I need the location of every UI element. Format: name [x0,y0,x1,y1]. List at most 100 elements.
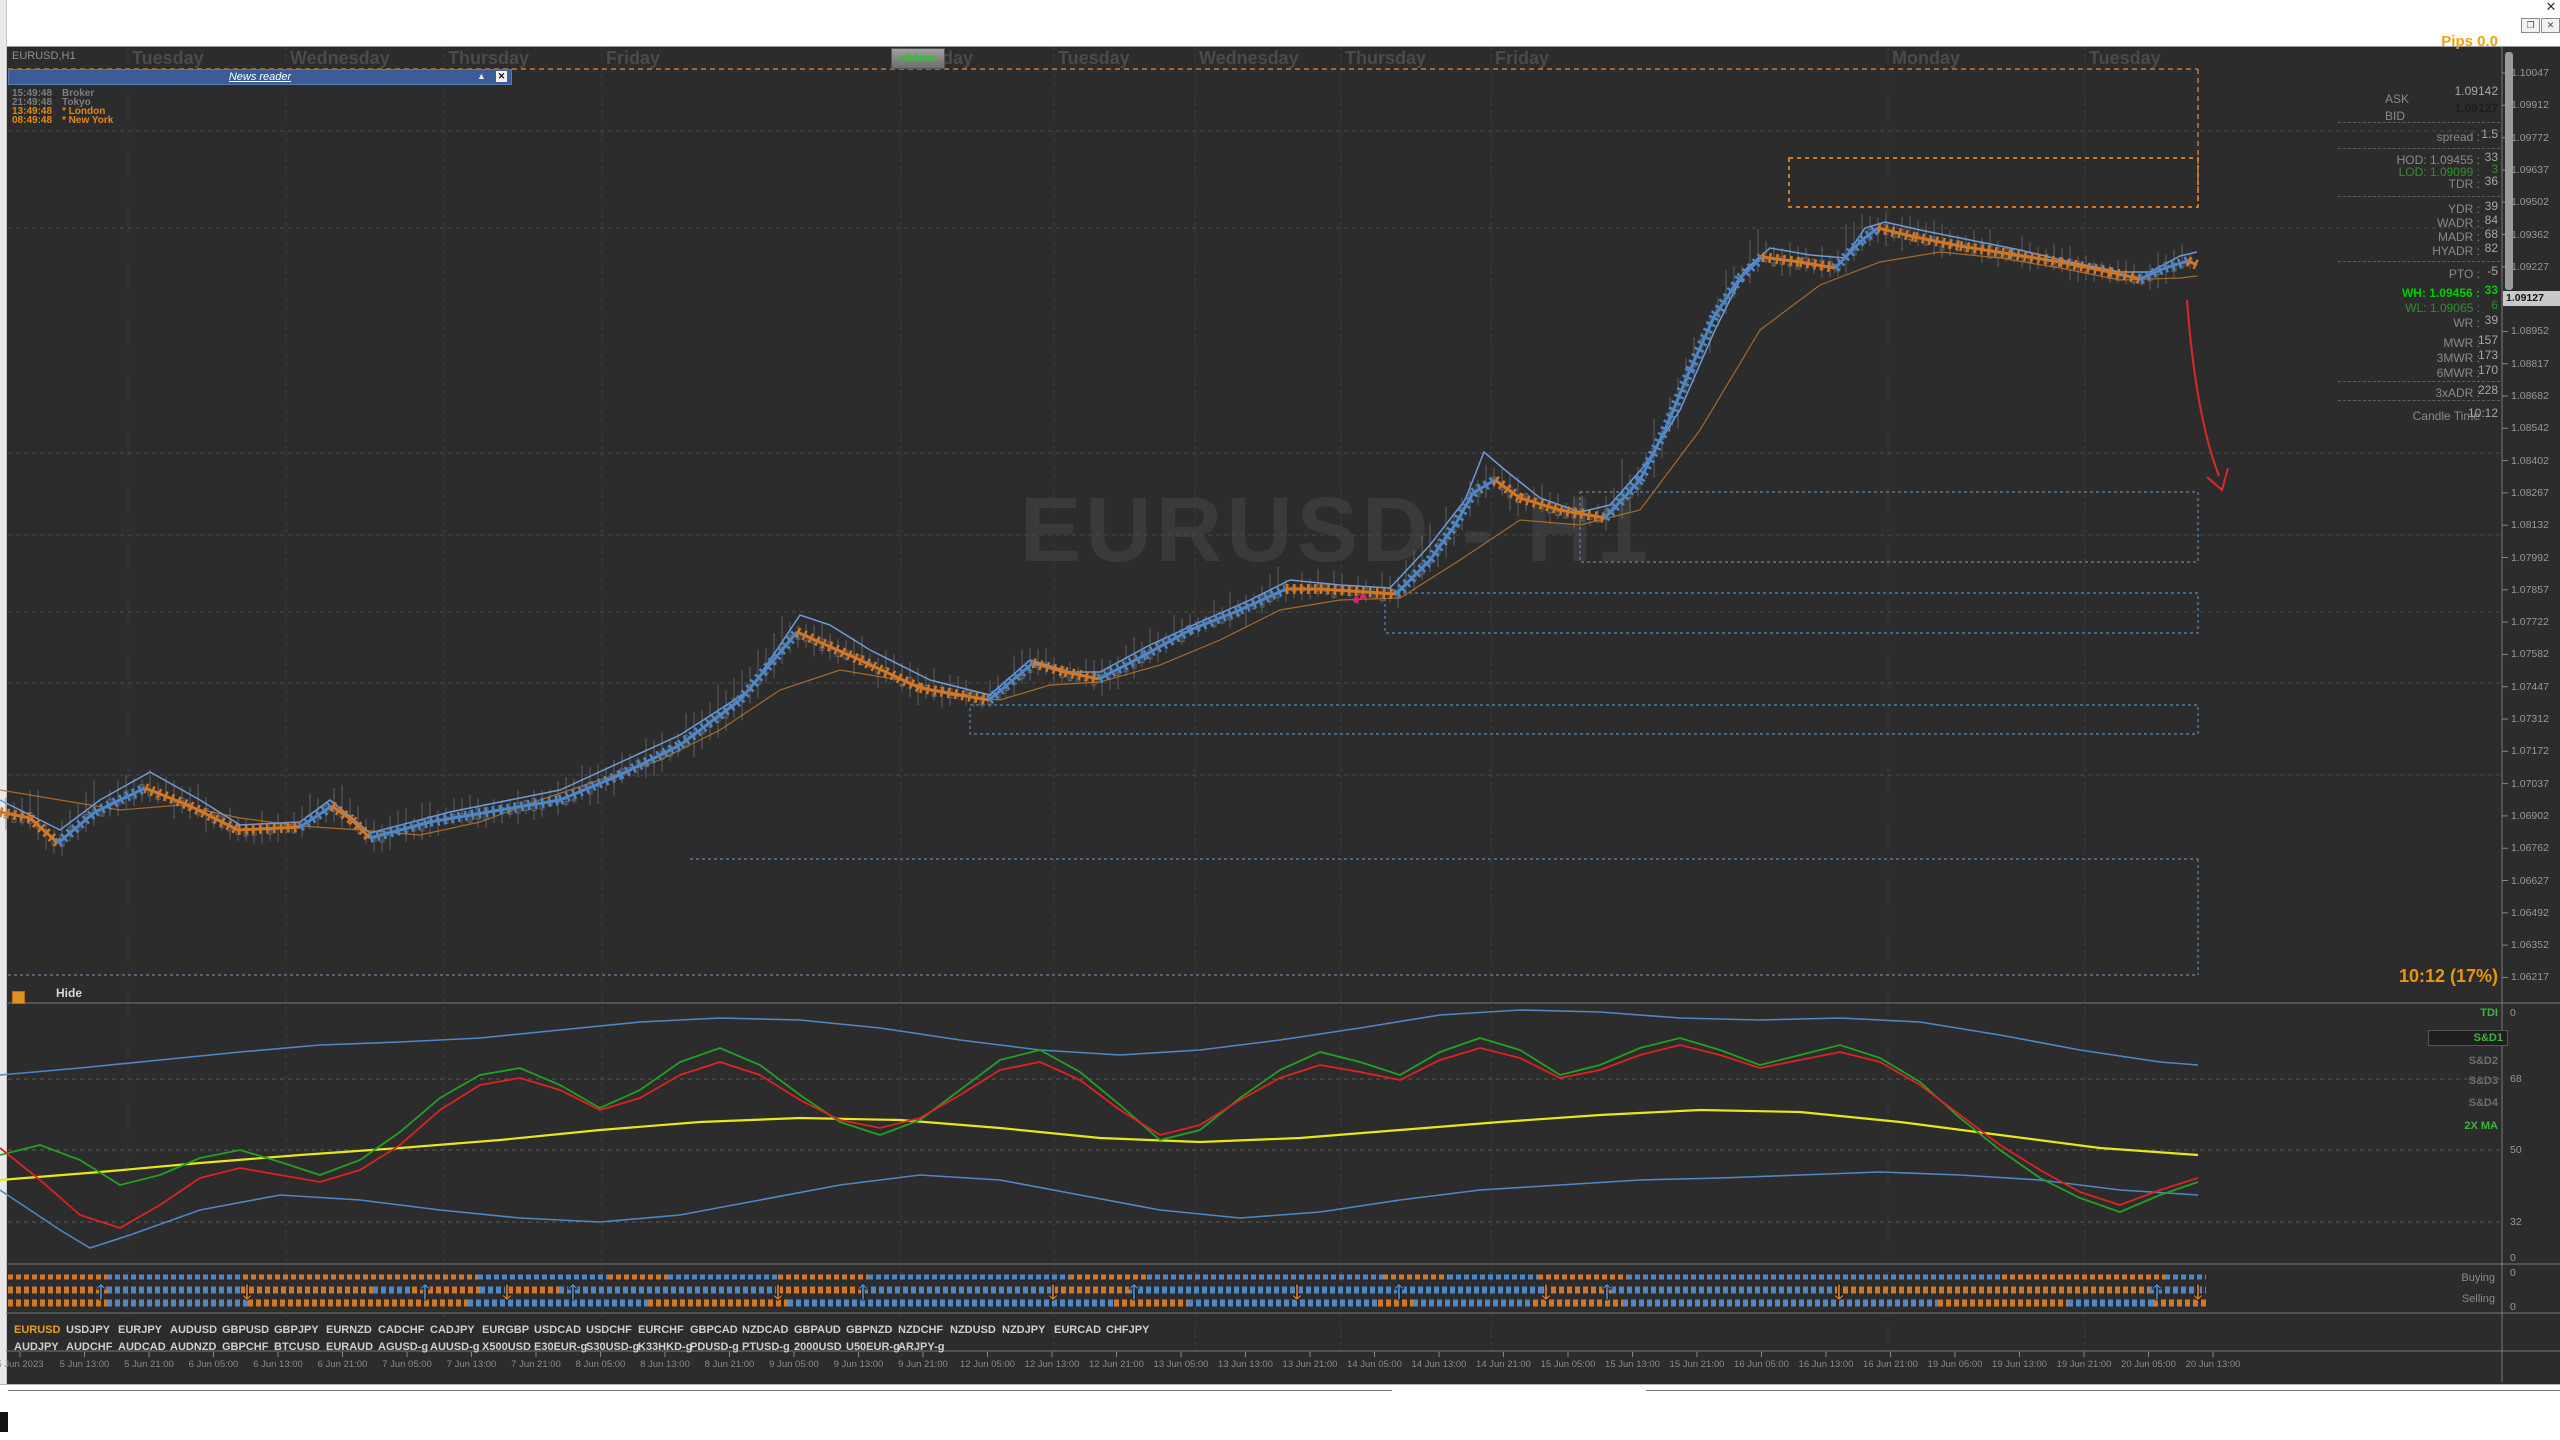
time-tick: 19 Jun 05:00 [1927,1359,1983,1370]
price-tick: 1.08402 [2511,454,2549,467]
candle-countdown: 10:12 (17%) [2398,966,2498,986]
time-tick: 19 Jun 13:00 [1992,1359,2047,1370]
symbol-item-gbpchf[interactable]: GBPCHF [222,1341,269,1353]
price-tick: 1.07172 [2511,745,2549,758]
symbol-item-gbpusd[interactable]: GBPUSD [222,1324,270,1336]
symbol-item-pdusd-g[interactable]: PDUSD-g [690,1341,739,1353]
time-tick: 14 Jun 13:00 [1411,1359,1467,1370]
panel-value: 33 [2484,150,2498,164]
clock-time: 15:49:48 [12,88,53,99]
symbol-item-audcad[interactable]: AUDCAD [118,1341,166,1353]
symbol-item-eurusd[interactable]: EURUSD [14,1324,61,1336]
symbol-item-nzdjpy[interactable]: NZDJPY [1002,1324,1046,1336]
symbol-item-usdchf[interactable]: USDCHF [586,1324,632,1336]
symbol-item-nzdcad[interactable]: NZDCAD [742,1324,789,1336]
minimized-frame-edge [8,1390,1392,1391]
symbol-item-audnzd[interactable]: AUDNZD [170,1341,217,1353]
symbol-item-audjpy[interactable]: AUDJPY [14,1341,59,1353]
symbol-item-k33hkd-g[interactable]: K33HKD-g [638,1341,693,1353]
panel-value: 10:12 [2467,406,2498,420]
symbol-item-gbpaud[interactable]: GBPAUD [794,1324,841,1336]
symbol-item-btcusd[interactable]: BTCUSD [274,1341,320,1353]
chart-title: EURUSD,H1 [12,50,76,62]
symbol-item-eurcad[interactable]: EURCAD [1054,1324,1102,1336]
symbol-item-nzdchf[interactable]: NZDCHF [898,1324,944,1336]
symbol-list-row1: EURUSD USDJPY EURJPY AUDUSD GBPUSD GBPJPY EURN… [14,1320,1158,1338]
symbol-item-2000usd[interactable]: 2000USD [794,1341,842,1353]
news-close-icon[interactable]: ✕ [496,71,507,82]
time-tick: 16 Jun 13:00 [1798,1359,1854,1370]
panel-value: 170 [2477,363,2498,377]
hide-toggle-icon[interactable] [12,991,25,1004]
panel-value: 3 [2491,162,2498,176]
panel-value-bid: 1.09127 [2454,101,2498,115]
symbol-item-chfjpy[interactable]: CHFJPY [1106,1324,1150,1336]
panel-value: 33 [2484,283,2498,297]
symbol-item-x500usd[interactable]: X500USD [482,1341,531,1353]
time-tick: 6 Jun 13:00 [253,1359,303,1370]
collapse-arrow-icon[interactable]: ▲ [477,71,486,81]
symbol-item-auusd-g[interactable]: AUUSD-g [430,1341,480,1353]
time-tick: 13 Jun 21:00 [1282,1359,1338,1370]
indicator-label-s-d3: S&D3 [2468,1075,2498,1087]
day-separator-label: Friday [1495,48,1550,68]
symbol-item-eurgbp[interactable]: EURGBP [482,1324,530,1336]
time-tick: 14 Jun 05:00 [1347,1359,1402,1370]
indicator-scale-value: 0 [2510,1007,2516,1019]
panel-label: PTO : [2448,267,2480,281]
app-close-icon[interactable]: ✕ [2545,0,2557,14]
symbol-item-u50eur-g[interactable]: U50EUR-g [846,1341,900,1353]
symbol-item-gbpcad[interactable]: GBPCAD [690,1324,738,1336]
symbol-item-audchf[interactable]: AUDCHF [66,1341,113,1353]
symbol-item-cadjpy[interactable]: CADJPY [430,1324,475,1336]
symbol-item-ptusd-g[interactable]: PTUSD-g [742,1341,790,1353]
panel-label-ask: ASK [2385,92,2410,106]
clock-city: * London [62,106,106,117]
panel-label: YDR : [2447,202,2480,216]
price-tick: 1.09912 [2511,99,2549,112]
chart-close-icon[interactable]: ✕ [2541,18,2560,33]
clock-city: * New York [62,115,114,126]
symbol-item-usdjpy[interactable]: USDJPY [66,1324,111,1336]
left-window-edge [0,0,7,1440]
news-reader-title: News reader [228,71,292,83]
chart-window[interactable] [6,46,2560,1385]
symbol-item-audusd[interactable]: AUDUSD [170,1324,218,1336]
price-tick: 1.10047 [2511,67,2549,79]
symbol-item-cadchf[interactable]: CADCHF [378,1324,425,1336]
panel-value: 1.5 [2481,127,2498,141]
hide-button[interactable]: Hide [56,986,83,1000]
symbol-item-eurnzd[interactable]: EURNZD [326,1324,372,1336]
indicator-label-s-d4: S&D4 [2468,1097,2498,1109]
day-separator-label: Wednesday [1199,48,1299,68]
symbol-item-gbpnzd[interactable]: GBPNZD [846,1324,893,1336]
chart-restore-icon[interactable]: ❐ [2521,18,2540,33]
minimized-window-nub[interactable] [0,1412,8,1432]
symbol-item-usdcad[interactable]: USDCAD [534,1324,582,1336]
panel-label: WL: 1.09065 : [2405,301,2480,315]
clock-city: Broker [62,88,95,99]
panel-value: -5 [2487,264,2498,278]
ribbon-button[interactable]: ribbon [891,48,945,69]
indicator-scale-value: 68 [2510,1073,2522,1085]
window-top-strip [0,0,2560,46]
indicator-label-2x-ma: 2X MA [2464,1120,2498,1132]
symbol-item-nzdusd[interactable]: NZDUSD [950,1324,996,1336]
symbol-item-s30usd-g[interactable]: S30USD-g [586,1341,640,1353]
symbol-item-eurchf[interactable]: EURCHF [638,1324,684,1336]
symbol-item-eurjpy[interactable]: EURJPY [118,1324,163,1336]
news-reader-panel[interactable]: News reader ▲ ✕ [8,69,512,85]
symbol-item-arjpy-g[interactable]: ARJPY-g [898,1341,945,1353]
pane-label-selling: Selling [2461,1293,2495,1305]
symbol-item-agusd-g[interactable]: AGUSD-g [378,1341,429,1353]
time-tick: 9 Jun 13:00 [833,1359,884,1370]
price-scale-slider[interactable] [2505,52,2513,290]
symbol-item-e30eur-g[interactable]: E30EUR-g [534,1341,588,1353]
symbol-item-euraud[interactable]: EURAUD [326,1341,374,1353]
panel-label: Candle Time [2412,409,2480,423]
time-tick: 5 Jun 21:00 [124,1359,174,1370]
price-tick: 1.08952 [2511,325,2549,338]
time-tick: 6 Jun 21:00 [317,1359,368,1370]
panel-value: 157 [2477,333,2498,347]
symbol-item-gbpjpy[interactable]: GBPJPY [274,1324,319,1336]
